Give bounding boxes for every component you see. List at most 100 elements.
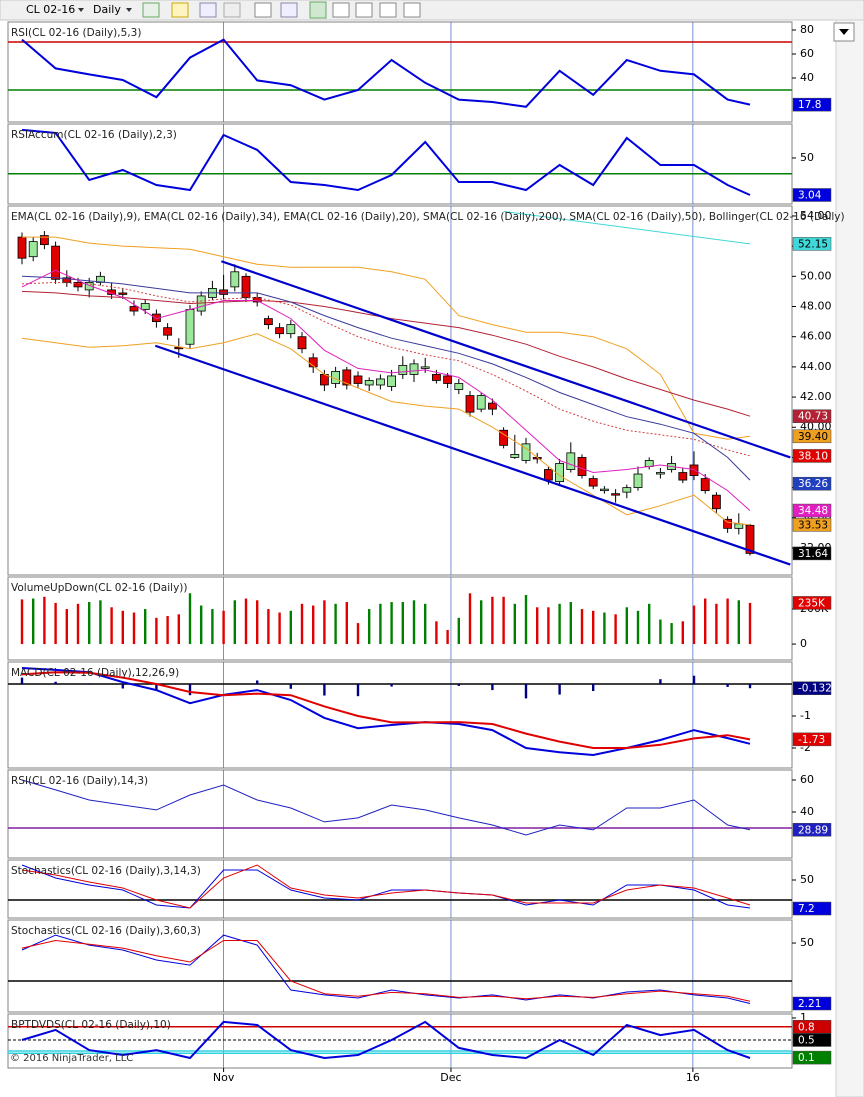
indicator-line [22,236,751,440]
value-tag-label: 52.15 [798,238,828,250]
value-tag-label: 28.89 [798,824,828,836]
y-tick-label: 54.00 [800,209,832,222]
y-tick-label: 50 [800,151,814,164]
candle-body [364,380,374,386]
plot-area [8,1014,792,1068]
value-tag [792,503,832,518]
plot-area [8,920,792,1012]
panels: 40 60 80 RSI(CL 02-16 (Daily),5,3) 17.8 50 RSI… [7,21,845,1084]
volume-bar [491,596,494,645]
candle-body [73,281,83,288]
y-tick-label: 60 [800,773,814,786]
value-tag-label: 7.2 [798,903,815,915]
volume-bar [300,603,304,645]
panel: 50 Stochastics(CL 02-16 (Daily),3,60,3) 2.… [7,919,832,1013]
panel-frame [7,205,793,576]
value-tag-label: 33.53 [798,519,828,531]
candle-body [678,472,688,481]
x-tick-label: 16 [686,1071,700,1084]
volume-bar [312,605,315,645]
chart-style-button[interactable] [355,2,373,18]
search-button[interactable] [280,2,298,18]
histogram-bar [726,684,729,687]
y-tick-label: -2 [800,741,811,754]
volume-bar [569,602,572,645]
candle-body [600,488,609,492]
candle-body [443,375,453,384]
histogram-bar [289,684,292,689]
y-tick-label: 40 [800,805,814,818]
indicator-line [21,281,751,457]
value-tag-label: 235K [798,597,826,609]
volume-bar [704,598,707,645]
scrollbar-track [835,19,864,1097]
volume-bar [278,612,281,645]
value-tag [792,1050,832,1065]
candle-body [700,478,710,492]
y-tick-label: -1 [800,709,811,722]
zoom-out-button[interactable] [223,2,241,18]
volume-bar [121,610,124,645]
indicator-line [21,779,751,836]
volume-bar [681,621,684,645]
value-tag [792,901,832,916]
volume-bar [20,599,24,645]
value-tag-label: 34.48 [798,505,828,517]
zoom-in-button[interactable] [199,2,217,18]
dropdown-arrow[interactable] [126,8,132,12]
volume-bar [390,602,393,645]
volume-bar [502,596,505,645]
indicator-button[interactable] [309,1,327,19]
histogram-bar [558,684,561,695]
trend-line [221,260,791,459]
value-tag [792,237,832,251]
volume-bar [692,605,696,645]
bar-type-button[interactable] [142,2,160,18]
properties-button[interactable] [403,2,421,18]
panel: 1 BPTDVDS(CL 02-16 (Daily),10) 0.80.5 0.1 [7,1011,832,1069]
interval[interactable]: Daily [93,3,121,16]
crosshair-button[interactable] [254,2,272,18]
candle-body [544,469,553,481]
plot-area [8,770,792,858]
value-tag [792,596,832,610]
indicator-line [21,275,751,481]
y-tick-label: 50.00 [800,269,832,282]
indicator-line [21,269,751,511]
y-tick-label: 80 [800,23,814,36]
volume-bar [110,607,113,645]
value-tag [792,996,832,1011]
volume-bar [144,609,147,645]
indicator-line [21,864,751,909]
copyright: © 2016 NinjaTrader, LLC [10,1053,133,1064]
strategy-button[interactable] [332,2,350,18]
panel-frame [7,919,793,1013]
panel-title: VolumeUpDown(CL 02-16 (Daily)) [11,582,187,594]
candle-body [297,336,307,350]
volume-bar [323,600,326,645]
candle-body [286,324,296,335]
value-tag [792,409,832,423]
candle-body [644,460,654,467]
value-tag [792,823,832,837]
candle-body [387,375,397,387]
volume-bar [99,600,102,645]
dropdown-arrow[interactable] [78,8,84,12]
y-tick-label: 0 [800,637,807,650]
candle-body [409,363,419,375]
panel-title: RSI(CL 02-16 (Daily),5,3) [11,27,141,39]
candle-body [140,303,150,310]
volume-bar [132,612,136,645]
volume-bar [166,616,169,645]
histogram-bar [54,681,57,684]
value-tag-label: 0.8 [798,1021,815,1033]
candle-body [454,383,464,390]
dollar-button[interactable] [379,2,397,18]
instrument[interactable]: CL 02-16 [26,3,75,16]
draw-button[interactable] [171,2,189,18]
x-tick-label: Dec [440,1071,461,1084]
panel: 50 RSIAccum(CL 02-16 (Daily),2,3) 3.04 [7,123,832,205]
value-tag [792,518,832,532]
panel: 40 60 80 RSI(CL 02-16 (Daily),5,3) 17.8 [7,21,832,123]
candle-body [689,464,699,476]
